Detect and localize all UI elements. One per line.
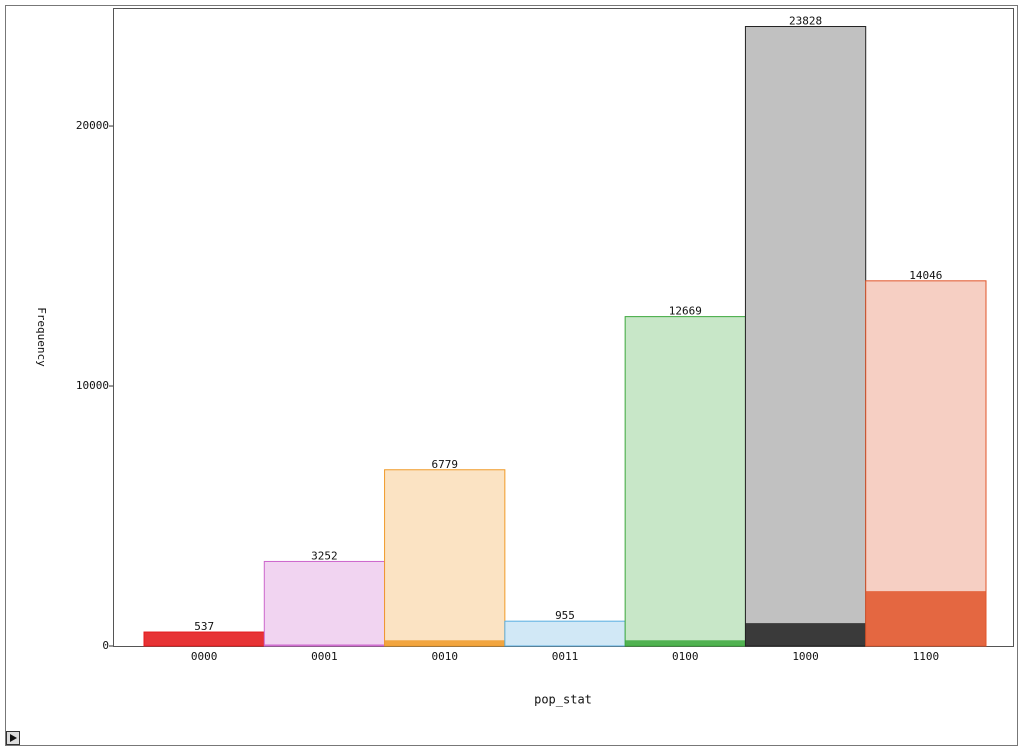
y-tick-label: 10000 <box>76 379 109 392</box>
x-tick-label: 0001 <box>311 650 338 663</box>
x-tick-label: 0000 <box>191 650 218 663</box>
x-tick-label: 0100 <box>672 650 699 663</box>
highlight-bar <box>384 640 505 646</box>
x-tick-label: 1100 <box>913 650 940 663</box>
value-label: 23828 <box>789 15 822 28</box>
value-label: 537 <box>194 620 214 633</box>
play-button[interactable] <box>6 731 20 745</box>
x-axis-label: pop_stat <box>534 693 592 707</box>
y-tick-label: 0 <box>102 639 109 652</box>
value-label: 12669 <box>669 305 702 318</box>
bar <box>865 280 987 647</box>
y-tick-label: 20000 <box>76 119 109 132</box>
x-tick-label: 0010 <box>431 650 458 663</box>
x-tick-label: 1000 <box>792 650 819 663</box>
y-axis-label: Frequency <box>35 307 48 367</box>
bar <box>504 620 626 647</box>
bar <box>384 469 506 647</box>
bar <box>263 560 386 647</box>
value-label: 6779 <box>431 458 458 471</box>
highlight-bar <box>865 591 986 646</box>
bar <box>744 26 867 647</box>
highlight-bar <box>745 623 866 646</box>
x-tick-label: 0011 <box>552 650 579 663</box>
highlight-bar <box>264 644 385 646</box>
value-label: 3252 <box>311 549 338 562</box>
highlight-bar <box>625 640 746 646</box>
bar <box>624 316 746 647</box>
value-label: 14046 <box>909 269 942 282</box>
value-label: 955 <box>555 609 575 622</box>
highlight-bar <box>144 632 265 646</box>
